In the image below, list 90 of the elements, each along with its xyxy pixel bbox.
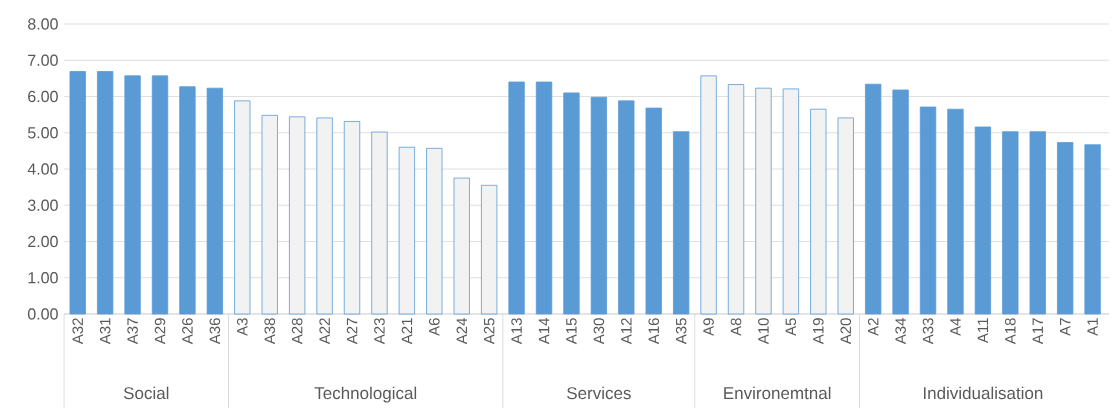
x-tick-label: A22 bbox=[319, 318, 330, 345]
bar bbox=[810, 108, 827, 315]
text: Technological bbox=[314, 386, 417, 403]
bar bbox=[919, 106, 937, 315]
bar bbox=[700, 75, 717, 315]
bar bbox=[426, 147, 443, 315]
x-tick-label: A3 bbox=[236, 318, 248, 336]
x-tick-label: A31 bbox=[99, 318, 111, 345]
bar bbox=[179, 86, 196, 315]
bar bbox=[289, 116, 306, 315]
x-tick-label: A38 bbox=[264, 318, 276, 345]
x-tick-label: A10 bbox=[758, 318, 769, 345]
x-tick-label: A27 bbox=[346, 318, 358, 345]
x-tick-label: A16 bbox=[648, 318, 660, 345]
x-tick-label: A24 bbox=[456, 317, 467, 345]
x-tick-label: A33 bbox=[922, 318, 934, 345]
bar bbox=[343, 121, 361, 315]
x-tick-label: A37 bbox=[127, 318, 138, 345]
x-tick-label: A25 bbox=[483, 318, 495, 345]
bar bbox=[234, 100, 251, 315]
x-tick-label: A26 bbox=[182, 318, 193, 345]
bar bbox=[1057, 142, 1074, 315]
x-tick-label: A12 bbox=[621, 318, 632, 345]
text: Social bbox=[123, 386, 169, 400]
bar bbox=[371, 131, 388, 315]
x-tick-label: A29 bbox=[154, 318, 166, 345]
y-tick-label: 3.00 bbox=[27, 199, 58, 211]
bar bbox=[151, 75, 169, 315]
y-tick-label: 5.00 bbox=[27, 127, 58, 139]
text: Environemtnal bbox=[724, 386, 831, 400]
bar bbox=[398, 146, 416, 315]
x-tick-label: A28 bbox=[291, 318, 303, 345]
bar bbox=[535, 81, 553, 315]
bar bbox=[563, 92, 580, 315]
x-tick-label: A8 bbox=[730, 318, 742, 336]
bar bbox=[1002, 131, 1019, 315]
bar bbox=[261, 114, 278, 315]
bar bbox=[673, 131, 690, 315]
bar bbox=[508, 81, 525, 315]
bar bbox=[727, 84, 745, 315]
x-tick-label: A6 bbox=[428, 318, 440, 336]
x-tick-label: A20 bbox=[840, 318, 852, 345]
bar bbox=[316, 117, 333, 315]
x-tick-label: A30 bbox=[593, 318, 605, 345]
x-tick-label: A2 bbox=[867, 318, 879, 336]
bar bbox=[947, 108, 964, 315]
x-tick-label: A18 bbox=[1005, 318, 1016, 345]
bar bbox=[590, 96, 608, 315]
x-tick-label: A1 bbox=[1087, 318, 1098, 336]
x-tick-label: A14 bbox=[538, 317, 550, 345]
x-tick-label: A9 bbox=[703, 318, 714, 336]
y-tick-label: 4.00 bbox=[27, 163, 58, 175]
x-tick-label: A11 bbox=[977, 318, 989, 344]
x-tick-label: A36 bbox=[209, 318, 221, 345]
x-tick-label: A7 bbox=[1060, 318, 1071, 336]
x-tick-label: A34 bbox=[895, 317, 906, 345]
x-tick-label: A19 bbox=[813, 318, 824, 345]
y-tick-label: 2.00 bbox=[28, 235, 58, 248]
x-tick-label: A5 bbox=[785, 318, 797, 336]
bar bbox=[645, 107, 662, 315]
bar bbox=[837, 117, 854, 315]
x-tick-label: A35 bbox=[675, 318, 687, 345]
bar bbox=[892, 89, 909, 315]
text: Services bbox=[567, 386, 631, 400]
x-tick-label: A17 bbox=[1032, 318, 1043, 345]
x-tick-label: A13 bbox=[511, 318, 522, 345]
bar bbox=[974, 126, 992, 315]
bar bbox=[1029, 131, 1046, 315]
bar bbox=[782, 88, 800, 315]
bar bbox=[124, 75, 141, 315]
bar bbox=[69, 71, 86, 315]
x-tick-label: A23 bbox=[374, 318, 385, 345]
y-tick-label: 0.00 bbox=[27, 308, 58, 320]
bar bbox=[618, 100, 635, 315]
bar bbox=[755, 87, 772, 315]
x-tick-label: A21 bbox=[401, 318, 413, 345]
y-tick-label: 6.00 bbox=[28, 90, 58, 103]
bar bbox=[206, 87, 224, 315]
x-tick-label: A4 bbox=[950, 317, 961, 336]
bar bbox=[481, 184, 498, 315]
bar bbox=[1084, 144, 1101, 315]
bar bbox=[865, 83, 882, 315]
x-tick-label: A32 bbox=[72, 318, 84, 345]
y-tick-label: 7.00 bbox=[28, 54, 58, 66]
y-tick-label: 8.00 bbox=[28, 18, 58, 30]
text: Individualisation bbox=[923, 386, 1043, 400]
y-tick-label: 1.00 bbox=[28, 272, 58, 284]
x-tick-label: A15 bbox=[566, 318, 577, 345]
bar bbox=[97, 71, 114, 315]
bar bbox=[453, 177, 470, 315]
